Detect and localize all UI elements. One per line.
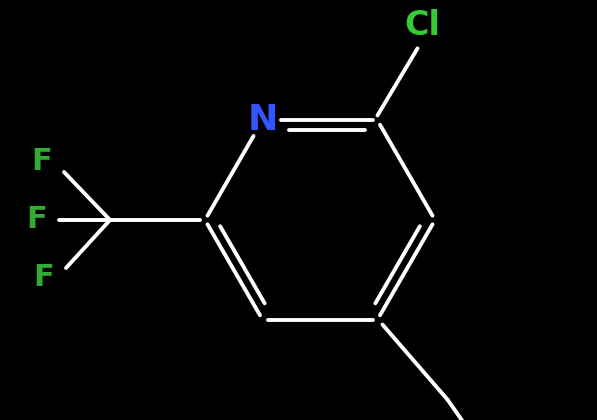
Text: Cl: Cl bbox=[405, 9, 441, 42]
Text: F: F bbox=[27, 205, 47, 234]
Text: F: F bbox=[32, 147, 53, 176]
Text: N: N bbox=[247, 103, 278, 137]
Text: F: F bbox=[33, 263, 54, 292]
